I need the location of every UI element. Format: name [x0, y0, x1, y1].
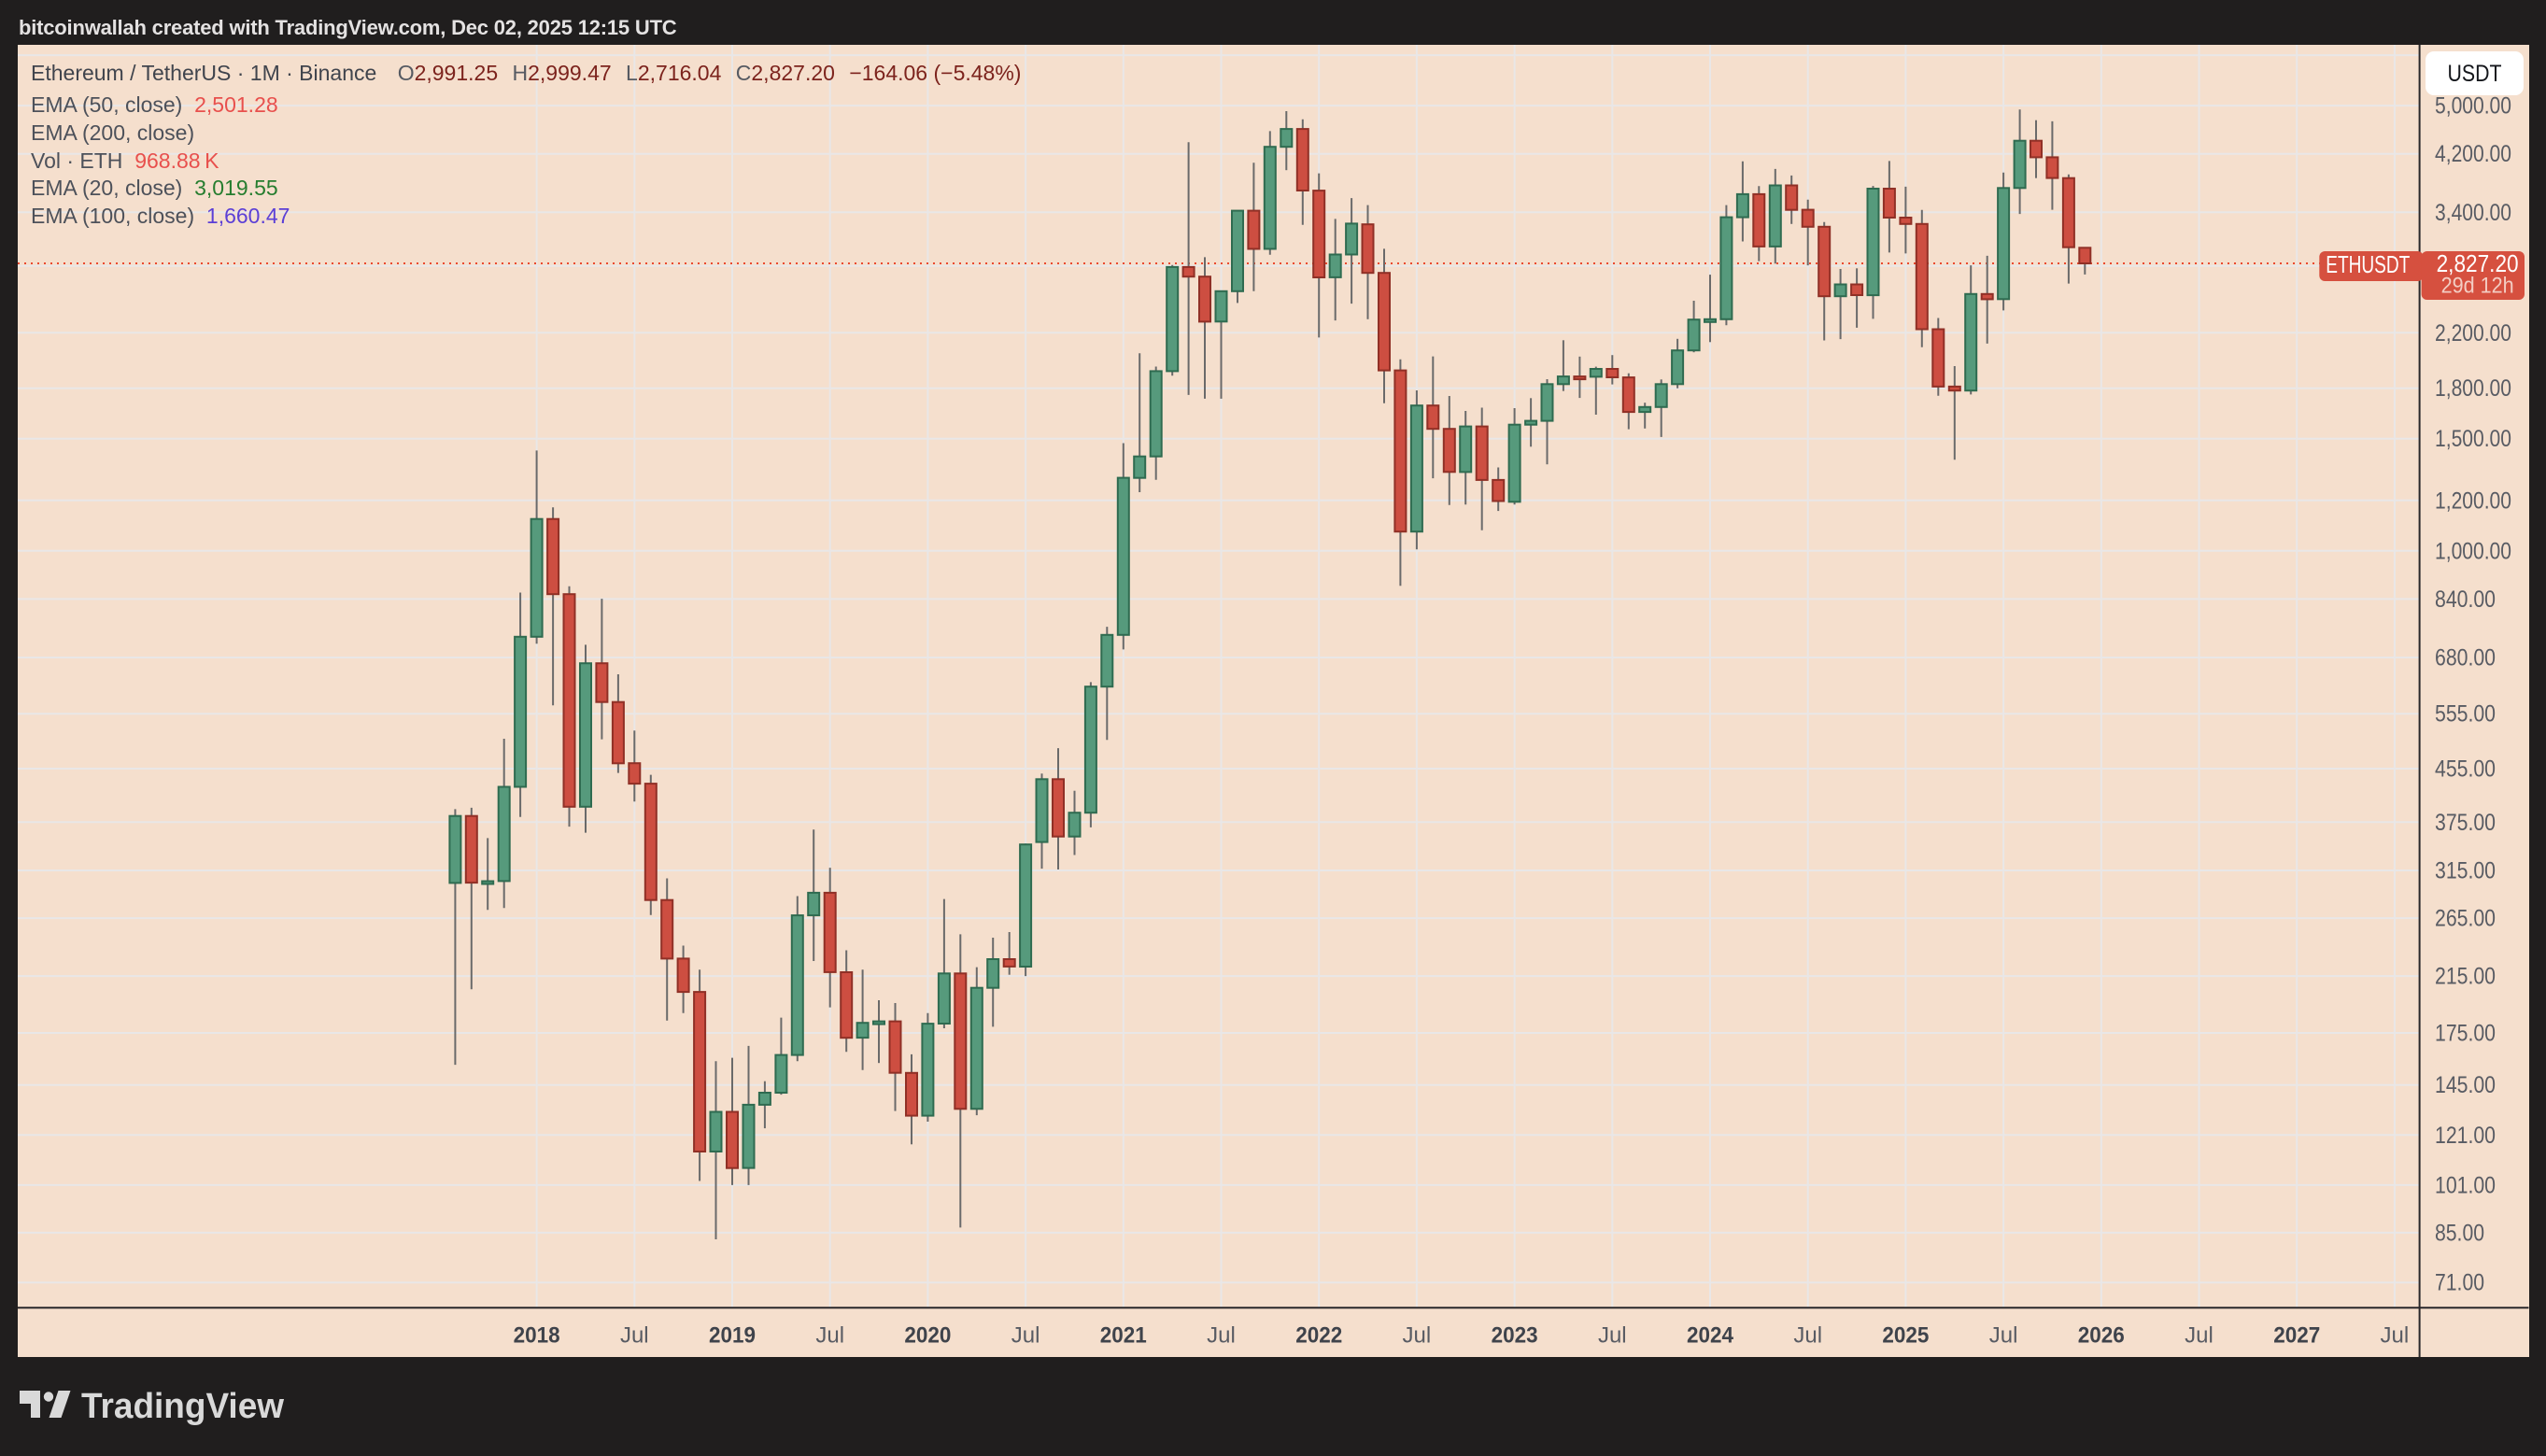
svg-text:1,000.00: 1,000.00: [2435, 538, 2511, 564]
svg-text:Jul: Jul: [1011, 1323, 1040, 1349]
svg-text:2,827.20: 2,827.20: [2437, 249, 2519, 277]
svg-text:2,200.00: 2,200.00: [2435, 320, 2511, 346]
svg-text:Jul: Jul: [1207, 1323, 1236, 1349]
svg-text:Jul: Jul: [2381, 1323, 2410, 1349]
svg-text:5,000.00: 5,000.00: [2435, 93, 2511, 120]
svg-text:175.00: 175.00: [2435, 1021, 2496, 1047]
svg-text:2019: 2019: [709, 1323, 756, 1349]
svg-text:455.00: 455.00: [2435, 756, 2496, 783]
svg-text:2022: 2022: [1295, 1323, 1342, 1349]
svg-text:265.00: 265.00: [2435, 906, 2496, 932]
svg-text:1,500.00: 1,500.00: [2435, 426, 2511, 452]
svg-text:4,200.00: 4,200.00: [2435, 141, 2511, 167]
svg-text:215.00: 215.00: [2435, 964, 2496, 990]
svg-text:Jul: Jul: [2185, 1323, 2214, 1349]
svg-text:Jul: Jul: [1403, 1323, 1432, 1349]
svg-text:2025: 2025: [1882, 1323, 1929, 1349]
svg-text:2021: 2021: [1100, 1323, 1147, 1349]
svg-text:TradingView: TradingView: [81, 1389, 284, 1426]
svg-text:2027: 2027: [2273, 1323, 2320, 1349]
svg-text:2023: 2023: [1492, 1323, 1538, 1349]
svg-text:1,200.00: 1,200.00: [2435, 488, 2511, 514]
svg-text:29d 12h: 29d 12h: [2441, 274, 2514, 299]
svg-text:2026: 2026: [2078, 1323, 2125, 1349]
svg-text:375.00: 375.00: [2435, 810, 2496, 836]
svg-text:121.00: 121.00: [2435, 1123, 2496, 1149]
svg-text:1,800.00: 1,800.00: [2435, 375, 2511, 402]
svg-text:101.00: 101.00: [2435, 1172, 2496, 1198]
svg-text:2018: 2018: [514, 1323, 560, 1349]
svg-text:840.00: 840.00: [2435, 587, 2496, 613]
svg-text:Jul: Jul: [1793, 1323, 1822, 1349]
svg-text:Jul: Jul: [620, 1323, 649, 1349]
svg-text:2020: 2020: [904, 1323, 951, 1349]
svg-text:85.00: 85.00: [2435, 1220, 2484, 1246]
svg-text:315.00: 315.00: [2435, 858, 2496, 884]
svg-text:Jul: Jul: [1989, 1323, 2018, 1349]
svg-text:ETHUSDT: ETHUSDT: [2326, 250, 2410, 278]
svg-text:3,400.00: 3,400.00: [2435, 200, 2511, 226]
svg-text:555.00: 555.00: [2435, 701, 2496, 728]
svg-text:2024: 2024: [1687, 1323, 1734, 1349]
svg-text:Jul: Jul: [815, 1323, 844, 1349]
svg-text:Jul: Jul: [1598, 1323, 1627, 1349]
svg-text:71.00: 71.00: [2435, 1270, 2484, 1296]
svg-text:145.00: 145.00: [2435, 1072, 2496, 1098]
svg-text:USDT: USDT: [2448, 61, 2502, 87]
svg-text:680.00: 680.00: [2435, 645, 2496, 671]
